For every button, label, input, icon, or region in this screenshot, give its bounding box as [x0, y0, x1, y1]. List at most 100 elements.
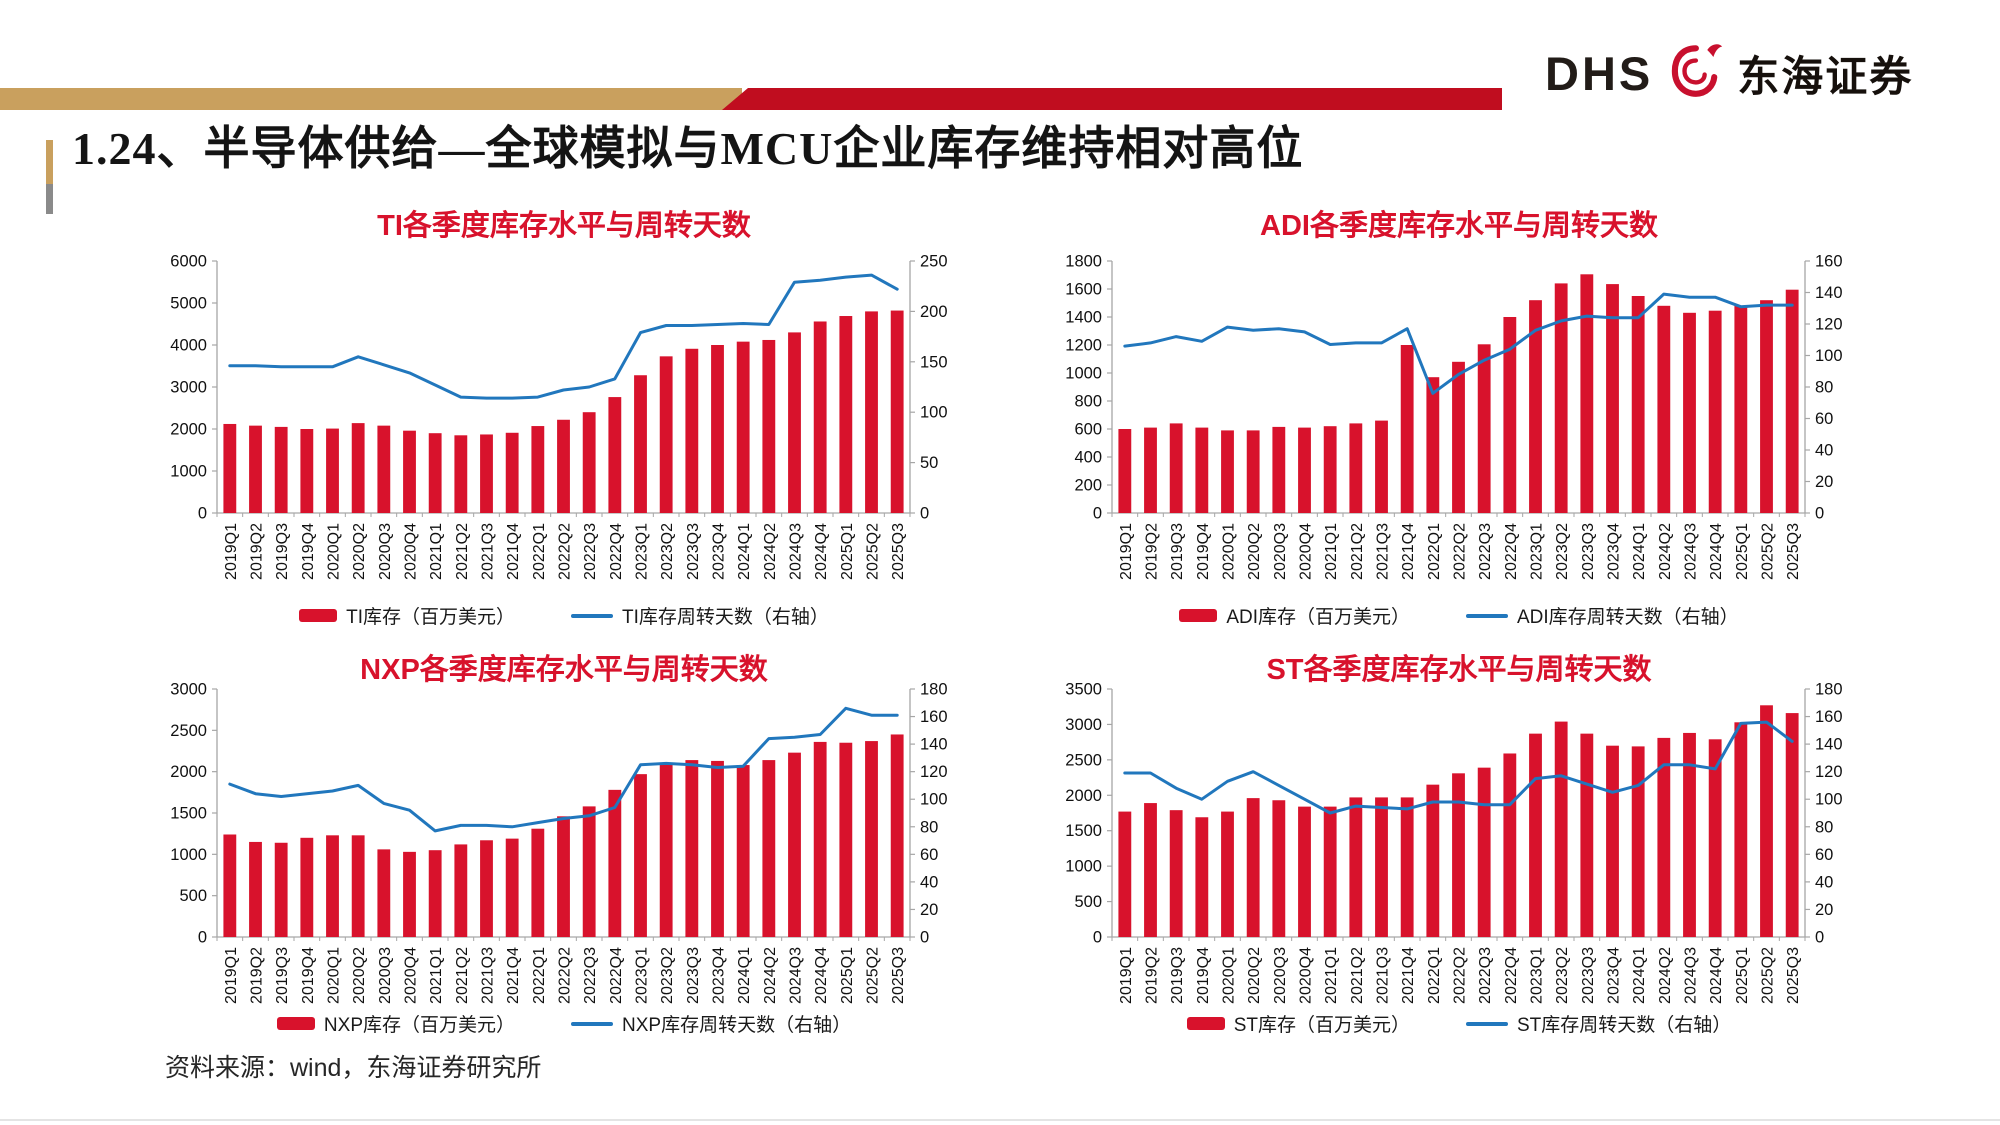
inventory-bar	[1452, 773, 1465, 937]
x-axis-category-label: 2020Q2	[351, 523, 368, 580]
inventory-bar	[1323, 426, 1337, 513]
inventory-bar	[1529, 300, 1542, 513]
left-axis-tick-label: 1500	[1065, 822, 1102, 840]
x-axis-category-label: 2021Q4	[505, 947, 522, 1004]
inventory-bar	[1683, 312, 1696, 513]
right-axis-tick-label: 50	[920, 454, 938, 472]
inventory-bar	[505, 838, 519, 937]
right-axis-tick-label: 160	[920, 708, 948, 726]
inventory-bar	[1606, 284, 1619, 513]
inventory-bar	[403, 430, 416, 513]
inventory-bar	[582, 412, 596, 513]
x-axis-category-label: 2021Q1	[428, 523, 445, 580]
x-axis-category-label: 2024Q2	[1657, 947, 1674, 1004]
x-axis-category-label: 2025Q3	[890, 523, 907, 580]
x-axis-category-label: 2024Q3	[1683, 947, 1700, 1004]
inventory-bar	[480, 840, 493, 937]
x-axis-category-label: 2022Q3	[582, 523, 599, 580]
inventory-bar	[608, 789, 622, 937]
inventory-bar	[1323, 806, 1337, 937]
inventory-bar	[223, 423, 237, 513]
inventory-bar	[582, 806, 596, 937]
x-axis-category-label: 2022Q4	[1503, 523, 1520, 580]
left-axis-tick-label: 6000	[170, 253, 207, 271]
inventory-bar	[839, 742, 853, 937]
inventory-bar	[1169, 810, 1183, 937]
header-band-red	[722, 88, 1502, 110]
x-axis-category-label: 2023Q4	[1606, 947, 1623, 1004]
x-axis-category-label: 2022Q3	[582, 947, 599, 1004]
x-axis-category-label: 2024Q1	[736, 947, 753, 1004]
x-axis-category-label: 2022Q4	[608, 523, 625, 580]
x-axis-category-label: 2021Q3	[480, 947, 497, 1004]
left-axis-tick-label: 200	[1074, 477, 1102, 495]
x-axis-category-label: 2025Q1	[839, 947, 856, 1004]
inventory-bar	[351, 423, 365, 513]
right-axis-tick-label: 80	[1815, 818, 1833, 836]
x-axis-category-label: 2025Q2	[865, 947, 882, 1004]
inventory-bar	[505, 432, 519, 513]
x-axis-category-label: 2024Q4	[813, 523, 830, 580]
x-axis-category-label: 2019Q4	[1195, 523, 1212, 580]
inventory-bar	[1144, 427, 1157, 513]
x-axis-category-label: 2021Q4	[1400, 947, 1417, 1004]
inventory-bar	[1631, 296, 1645, 513]
right-axis-tick-label: 120	[920, 763, 948, 781]
right-axis-tick-label: 60	[1815, 846, 1833, 864]
st-chart-title: ST各季度库存水平与周转天数	[1266, 654, 1652, 686]
x-axis-category-label: 2024Q2	[1657, 523, 1674, 580]
x-axis-category-label: 2025Q2	[1760, 523, 1777, 580]
inventory-bar	[1529, 733, 1542, 937]
x-axis-category-label: 2023Q2	[659, 947, 676, 1004]
inventory-bar	[608, 397, 622, 513]
inventory-bar	[839, 316, 853, 513]
inventory-bar	[454, 435, 468, 513]
x-axis-category-label: 2023Q1	[1529, 947, 1546, 1004]
inventory-bar	[249, 841, 262, 937]
x-axis-category-label: 2023Q3	[685, 523, 702, 580]
adi-legend-bar-swatch	[1179, 609, 1218, 622]
nxp-legend-line-swatch	[571, 1021, 613, 1026]
right-axis-tick-label: 150	[920, 353, 948, 371]
left-axis-tick-label: 3000	[170, 379, 207, 397]
company-logo: DHS 东海证券	[1545, 40, 1913, 107]
inventory-bar	[1503, 317, 1517, 513]
inventory-bar	[557, 419, 570, 513]
x-axis-category-label: 2020Q2	[1246, 523, 1263, 580]
nxp-chart-title: NXP各季度库存水平与周转天数	[360, 654, 768, 686]
inventory-bar	[428, 850, 442, 937]
x-axis-category-label: 2022Q4	[1503, 947, 1520, 1004]
page-title: 1.24、半导体供给—全球模拟与MCU企业库存维持相对高位	[72, 123, 1304, 174]
inventory-bar	[865, 741, 878, 937]
page-bottom-divider	[0, 1119, 2000, 1121]
inventory-bar	[1221, 811, 1234, 937]
inventory-bar	[736, 341, 750, 513]
right-axis-tick-label: 40	[1815, 873, 1833, 891]
right-axis-tick-label: 100	[920, 791, 948, 809]
inventory-bar	[1246, 430, 1260, 513]
nxp-legend-bar-label: NXP库存（百万美元）	[323, 1015, 515, 1036]
x-axis-category-label: 2022Q3	[1477, 523, 1494, 580]
left-axis-tick-label: 1200	[1065, 337, 1102, 355]
inventory-bar	[1708, 739, 1722, 937]
dragon-logo-icon	[1667, 40, 1723, 107]
inventory-bar	[711, 760, 724, 937]
turnover-days-line	[228, 273, 899, 400]
x-axis-category-label: 2019Q1	[1118, 947, 1135, 1004]
left-axis-tick-label: 3000	[1065, 716, 1102, 734]
x-axis-category-label: 2019Q1	[223, 523, 240, 580]
inventory-bar	[1426, 784, 1440, 937]
left-axis-tick-label: 4000	[170, 337, 207, 355]
inventory-bar	[1349, 797, 1363, 937]
x-axis-category-label: 2024Q4	[1708, 947, 1725, 1004]
inventory-bar	[1477, 344, 1491, 513]
inventory-bar	[1118, 429, 1132, 513]
x-axis-category-label: 2020Q4	[1298, 947, 1315, 1004]
x-axis-category-label: 2023Q1	[634, 947, 651, 1004]
x-axis-category-label: 2020Q3	[377, 947, 394, 1004]
x-axis-category-label: 2022Q4	[608, 947, 625, 1004]
left-axis-tick-label: 2000	[1065, 787, 1102, 805]
inventory-bar	[1375, 420, 1388, 513]
logo-chinese-text: 东海证券	[1737, 55, 1914, 101]
adi-chart-legend: ADI库存（百万美元） ADI库存周转天数（右轴）	[1112, 602, 1806, 629]
